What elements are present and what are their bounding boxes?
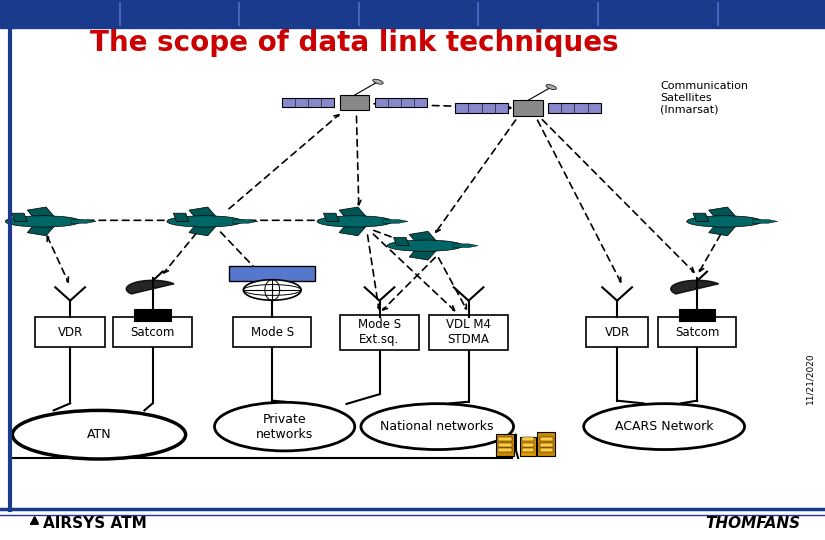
Bar xyxy=(375,98,427,107)
Text: Satcom: Satcom xyxy=(130,326,175,339)
Bar xyxy=(282,98,334,107)
Bar xyxy=(340,314,418,350)
Bar xyxy=(537,432,555,456)
Polygon shape xyxy=(339,221,370,236)
Bar xyxy=(658,318,736,347)
Ellipse shape xyxy=(243,280,301,300)
Bar xyxy=(233,318,312,347)
Ellipse shape xyxy=(317,216,393,227)
Ellipse shape xyxy=(12,410,186,459)
Bar xyxy=(498,437,512,441)
Polygon shape xyxy=(339,207,370,221)
Polygon shape xyxy=(671,280,719,294)
Bar xyxy=(679,309,715,321)
Polygon shape xyxy=(323,213,339,221)
Polygon shape xyxy=(173,213,189,221)
Ellipse shape xyxy=(5,216,81,227)
Polygon shape xyxy=(709,207,740,221)
Bar xyxy=(429,314,507,350)
Polygon shape xyxy=(12,213,27,221)
Ellipse shape xyxy=(686,216,762,227)
Bar xyxy=(455,103,507,113)
Text: The scope of data link techniques: The scope of data link techniques xyxy=(91,29,619,57)
Text: Private
networks: Private networks xyxy=(256,413,314,441)
Bar xyxy=(540,448,553,452)
Bar xyxy=(340,95,370,110)
Polygon shape xyxy=(27,207,59,221)
Text: National networks: National networks xyxy=(380,420,494,433)
Ellipse shape xyxy=(584,404,744,449)
Ellipse shape xyxy=(167,216,243,227)
FancyArrow shape xyxy=(383,220,408,223)
Polygon shape xyxy=(709,221,740,236)
Polygon shape xyxy=(189,221,220,236)
Bar xyxy=(522,448,534,452)
Ellipse shape xyxy=(214,402,355,451)
Text: Communication
Satellites
(Inmarsat): Communication Satellites (Inmarsat) xyxy=(660,81,748,114)
Bar xyxy=(498,448,512,452)
FancyArrow shape xyxy=(453,244,478,247)
Text: ATN: ATN xyxy=(87,428,111,441)
Text: Mode S
Ext.sq.: Mode S Ext.sq. xyxy=(358,318,401,346)
Text: 11/21/2020: 11/21/2020 xyxy=(806,352,814,404)
Bar xyxy=(522,443,534,447)
Bar xyxy=(134,309,171,321)
Ellipse shape xyxy=(387,240,463,251)
Bar xyxy=(498,443,512,447)
Bar xyxy=(540,437,553,441)
Polygon shape xyxy=(27,221,59,236)
Text: ACARS Network: ACARS Network xyxy=(615,420,714,433)
Bar xyxy=(0,0,825,28)
Polygon shape xyxy=(189,207,220,221)
FancyArrow shape xyxy=(71,220,97,223)
Bar xyxy=(540,443,553,447)
Text: Satcom: Satcom xyxy=(675,326,719,339)
Polygon shape xyxy=(126,280,174,294)
Text: VDL M4
STDMA: VDL M4 STDMA xyxy=(446,318,491,346)
Polygon shape xyxy=(693,213,709,221)
Bar xyxy=(229,266,315,281)
FancyArrow shape xyxy=(752,220,778,223)
Bar xyxy=(114,318,191,347)
Text: Mode S: Mode S xyxy=(251,326,294,339)
Polygon shape xyxy=(409,231,441,246)
Polygon shape xyxy=(394,238,409,246)
Polygon shape xyxy=(409,246,441,260)
Ellipse shape xyxy=(373,79,384,84)
Bar xyxy=(35,318,106,347)
Ellipse shape xyxy=(546,85,557,90)
Bar xyxy=(586,318,648,347)
FancyArrow shape xyxy=(233,220,258,223)
Polygon shape xyxy=(31,517,38,524)
Bar xyxy=(522,437,534,441)
Bar xyxy=(496,434,514,456)
Text: THOMFANS: THOMFANS xyxy=(705,516,800,531)
Text: AIRSYS ATM: AIRSYS ATM xyxy=(43,516,147,531)
Text: VDR: VDR xyxy=(58,326,82,339)
Bar xyxy=(549,103,601,113)
Text: VDR: VDR xyxy=(605,326,629,339)
Ellipse shape xyxy=(361,404,513,449)
Bar xyxy=(513,100,543,116)
Bar xyxy=(520,437,536,456)
